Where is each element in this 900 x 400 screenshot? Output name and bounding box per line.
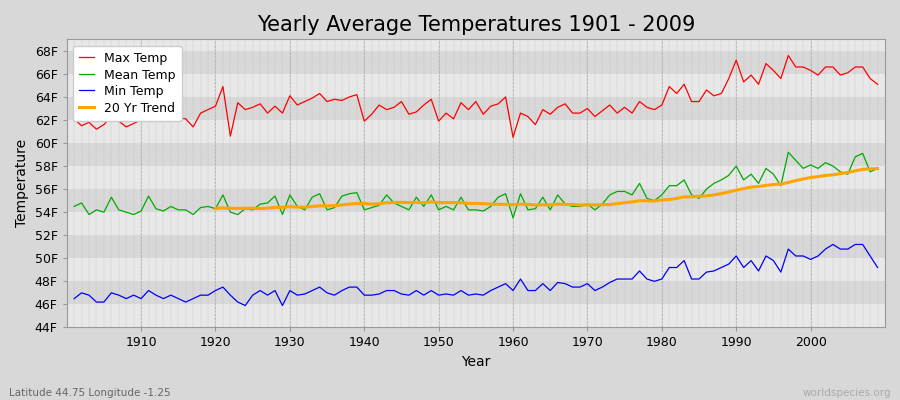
Bar <box>67 51 885 74</box>
Bar <box>67 189 885 212</box>
Mean Temp <box>605 192 616 197</box>
Max Temp <box>508 135 518 140</box>
Max Temp <box>500 94 511 99</box>
20 Yr Trend <box>783 180 794 185</box>
Mean Temp <box>129 212 140 217</box>
Min Temp <box>239 303 250 308</box>
Min Temp <box>515 277 526 282</box>
Bar <box>67 120 885 143</box>
Bar <box>67 166 885 189</box>
Bar <box>67 281 885 304</box>
20 Yr Trend <box>418 200 429 205</box>
Bar <box>67 97 885 120</box>
Min Temp <box>344 285 355 290</box>
Text: worldspecies.org: worldspecies.org <box>803 388 891 398</box>
Max Temp <box>515 111 526 116</box>
20 Yr Trend <box>679 194 689 199</box>
Min Temp <box>827 242 838 247</box>
Max Temp <box>872 82 883 87</box>
Legend: Max Temp, Mean Temp, Min Temp, 20 Yr Trend: Max Temp, Mean Temp, Min Temp, 20 Yr Tre… <box>73 46 182 121</box>
Min Temp <box>300 292 310 296</box>
Max Temp <box>337 98 347 103</box>
Y-axis label: Temperature: Temperature <box>15 139 29 228</box>
Text: Latitude 44.75 Longitude -1.25: Latitude 44.75 Longitude -1.25 <box>9 388 171 398</box>
Line: Mean Temp: Mean Temp <box>74 152 878 218</box>
Mean Temp <box>500 191 511 196</box>
20 Yr Trend <box>255 206 266 211</box>
Min Temp <box>129 293 140 298</box>
Mean Temp <box>337 194 347 198</box>
Bar <box>67 74 885 97</box>
Max Temp <box>68 116 79 121</box>
Mean Temp <box>515 191 526 196</box>
Mean Temp <box>508 216 518 220</box>
20 Yr Trend <box>850 168 860 173</box>
20 Yr Trend <box>768 182 778 187</box>
Bar <box>67 304 885 328</box>
Bar <box>67 212 885 235</box>
Mean Temp <box>68 204 79 209</box>
Max Temp <box>292 103 302 108</box>
20 Yr Trend <box>210 206 220 211</box>
Bar <box>67 143 885 166</box>
Max Temp <box>129 121 140 126</box>
Mean Temp <box>292 204 302 209</box>
Line: Max Temp: Max Temp <box>74 56 878 137</box>
Min Temp <box>68 296 79 301</box>
20 Yr Trend <box>307 204 318 209</box>
Bar <box>67 258 885 281</box>
Max Temp <box>783 53 794 58</box>
Min Temp <box>605 280 616 285</box>
Bar <box>67 235 885 258</box>
Mean Temp <box>872 166 883 171</box>
Line: 20 Yr Trend: 20 Yr Trend <box>215 168 878 208</box>
Line: Min Temp: Min Temp <box>74 244 878 306</box>
Min Temp <box>872 265 883 270</box>
Min Temp <box>508 288 518 293</box>
Title: Yearly Average Temperatures 1901 - 2009: Yearly Average Temperatures 1901 - 2009 <box>256 15 695 35</box>
Mean Temp <box>783 150 794 155</box>
20 Yr Trend <box>872 166 883 171</box>
Max Temp <box>605 103 616 108</box>
X-axis label: Year: Year <box>461 355 491 369</box>
